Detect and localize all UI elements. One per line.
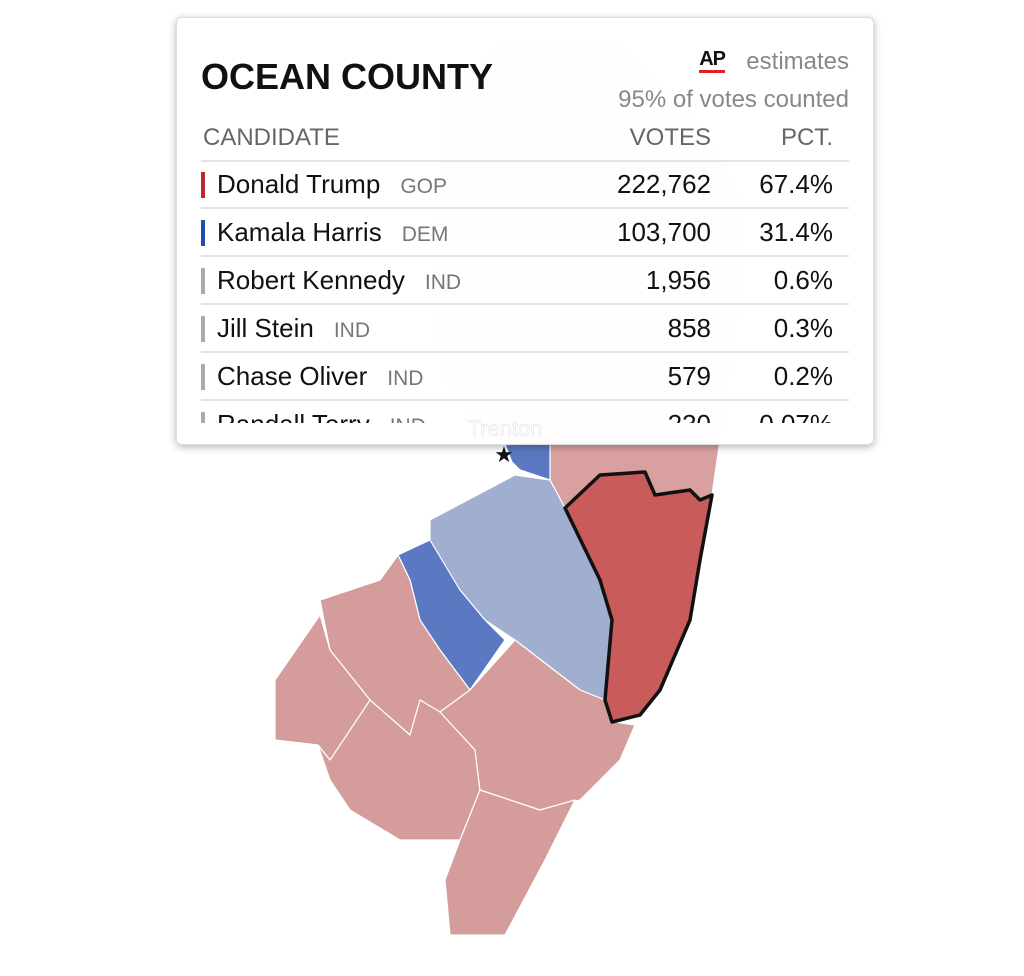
- votes: 858: [667, 313, 711, 343]
- party-bar: [201, 268, 205, 294]
- popup: OCEAN COUNTY AP estimates 95% of votes c…: [176, 17, 874, 445]
- party: IND: [424, 271, 462, 294]
- party-bar: [201, 364, 205, 390]
- candidate-row: Donald Trump GOP 222,762 67.4%: [201, 161, 849, 209]
- candidate-name: Kamala Harris: [217, 217, 382, 247]
- candidate: Chase Oliver IND: [217, 361, 423, 392]
- candidate-name: Chase Oliver: [217, 361, 368, 391]
- party: IND: [387, 367, 424, 390]
- column-header: CANDIDATE: [203, 124, 340, 151]
- candidate-row: Robert Kennedy IND 1,956 0.6%: [201, 257, 849, 305]
- percent: 0.6%: [773, 265, 833, 295]
- percent: 31.4%: [759, 217, 833, 247]
- votes: 579: [667, 361, 711, 391]
- candidate: Kamala Harris DEM: [217, 217, 448, 248]
- votes: 1,956: [645, 265, 711, 295]
- reporting: 95% of votes counted: [618, 86, 849, 113]
- popup-title: OCEAN COUNTY: [201, 56, 494, 97]
- party-bar: [201, 172, 205, 198]
- candidate-name: Donald Trump: [217, 169, 381, 199]
- party: IND: [333, 319, 370, 342]
- percent: 67.4%: [759, 169, 833, 199]
- candidate: Robert Kennedy IND: [217, 265, 461, 296]
- candidate-row: Jill Stein IND 858 0.3%: [201, 305, 849, 353]
- candidate-row: Randall Terry IND 230 0.07%: [201, 401, 849, 423]
- column-header: PCT.: [780, 124, 833, 151]
- candidate-row: Kamala Harris DEM 103,700 31.4%: [201, 209, 849, 257]
- capital-star: ★: [494, 442, 514, 467]
- votes: 103,700: [617, 217, 711, 247]
- candidate: Randall Terry IND: [217, 409, 426, 423]
- party: DEM: [401, 223, 449, 246]
- candidate-row: Chase Oliver IND 579 0.2%: [201, 353, 849, 401]
- candidate: Jill Stein IND: [217, 313, 370, 344]
- candidate-name: Robert Kennedy: [217, 265, 405, 295]
- candidate-name: Randall Terry: [217, 409, 370, 423]
- table-header: CANDIDATE VOTES PCT.: [201, 124, 849, 162]
- column-header: VOTES: [629, 124, 711, 151]
- party-bar: [201, 220, 205, 246]
- county-ocean: [563, 470, 714, 724]
- source-note: estimates: [746, 48, 849, 75]
- candidate-name: Jill Stein: [217, 313, 314, 343]
- votes: 222,762: [617, 169, 711, 199]
- county-cape-may: [444, 789, 576, 936]
- party-bar: [201, 316, 205, 342]
- candidate: Donald Trump GOP: [217, 169, 447, 200]
- percent: 0.07%: [759, 409, 833, 423]
- table-body: Donald Trump GOP 222,762 67.4% Kamala Harris…: [201, 161, 849, 423]
- party-bar: [201, 412, 205, 423]
- source-logo: AP: [699, 48, 726, 73]
- votes: 230: [668, 409, 711, 423]
- party: GOP: [400, 175, 447, 198]
- percent: 0.3%: [773, 313, 833, 343]
- party: IND: [390, 415, 426, 423]
- percent: 0.2%: [773, 361, 833, 391]
